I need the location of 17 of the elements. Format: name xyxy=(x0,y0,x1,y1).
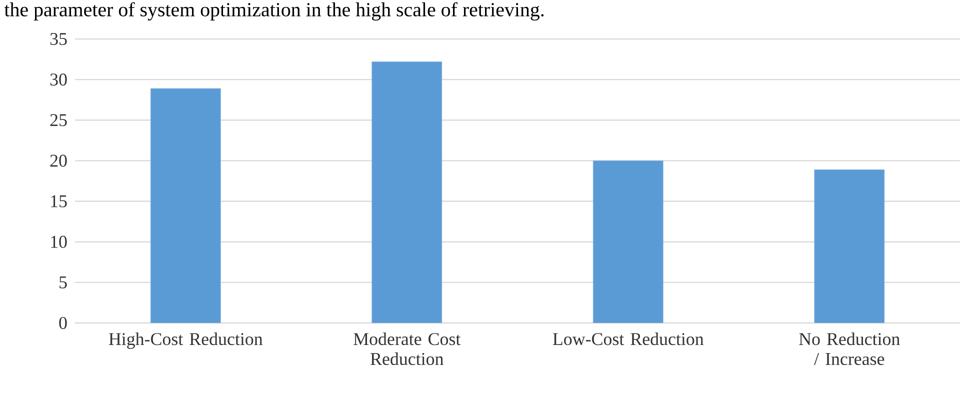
x-tick-label: No Reduction / Increase xyxy=(799,332,900,366)
y-tick-label: 30 xyxy=(50,74,67,86)
y-tick-label: 5 xyxy=(60,276,67,288)
y-tick-label: 20 xyxy=(50,154,67,167)
bar xyxy=(592,160,664,323)
x-tick-label: Moderate Cost Reduction xyxy=(354,332,461,366)
bar xyxy=(814,169,885,323)
bar xyxy=(150,88,221,323)
y-tick-label: 25 xyxy=(50,114,67,126)
y-tick-label: 0 xyxy=(59,316,67,330)
chart-title: the parameter of system optimization in the high scale of retrieving. xyxy=(4,2,544,21)
x-tick-label: High-Cost Reduction xyxy=(108,332,263,349)
bar xyxy=(372,62,442,323)
x-tick-label: Low-Cost Reduction xyxy=(552,332,704,346)
y-tick-label: 10 xyxy=(51,236,67,248)
y-tick-label: 35 xyxy=(50,32,67,46)
y-tick-label: 15 xyxy=(51,195,67,208)
